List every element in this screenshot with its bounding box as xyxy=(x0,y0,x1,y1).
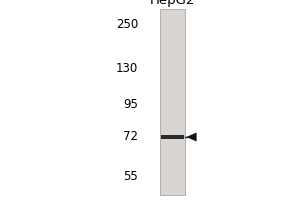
Text: 130: 130 xyxy=(116,62,138,75)
Text: HepG2: HepG2 xyxy=(150,0,195,7)
Text: 250: 250 xyxy=(116,19,138,31)
Text: 72: 72 xyxy=(123,130,138,144)
Bar xyxy=(161,135,184,139)
Bar xyxy=(160,9,185,195)
Polygon shape xyxy=(187,133,196,141)
Text: 55: 55 xyxy=(123,170,138,184)
Text: 95: 95 xyxy=(123,98,138,112)
